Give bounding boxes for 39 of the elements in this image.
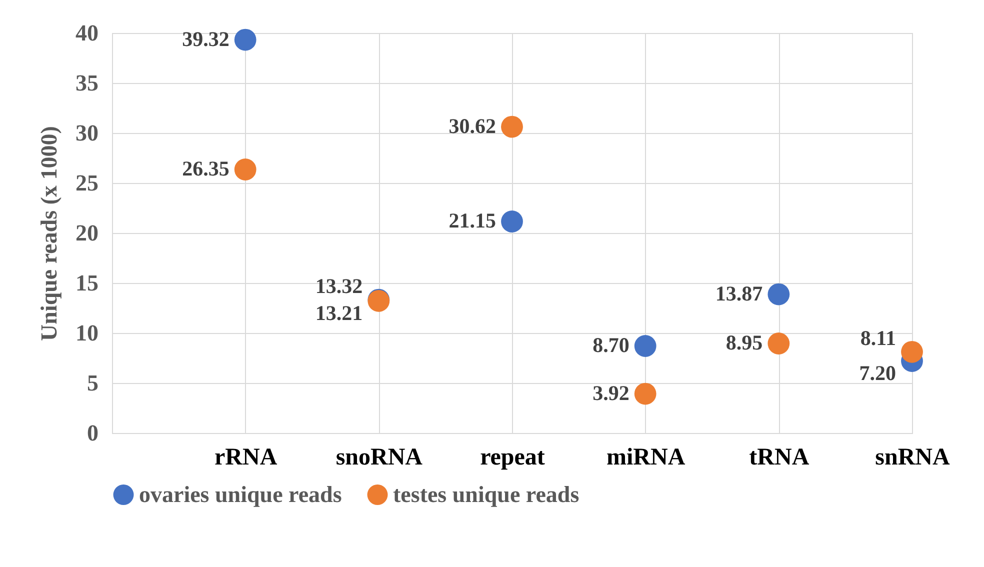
data-label: 30.62 — [448, 114, 496, 138]
x-tick-label: rRNA — [214, 444, 278, 470]
data-label: 3.92 — [592, 380, 630, 405]
data-label: 7.20 — [859, 361, 896, 385]
data-label: 39.32 — [182, 26, 230, 51]
legend-label: testes unique reads — [393, 482, 580, 507]
point — [234, 158, 256, 180]
point — [634, 335, 656, 357]
y-tick-label: 5 — [87, 370, 98, 396]
data-label: 8.11 — [860, 326, 896, 350]
point — [234, 28, 256, 51]
x-tick-label: snRNA — [875, 444, 951, 470]
point — [768, 283, 790, 306]
y-tick-label: 15 — [76, 270, 98, 296]
y-tick-label: 0 — [87, 420, 98, 446]
y-tick-label: 35 — [76, 70, 98, 96]
data-label: 21.15 — [448, 208, 496, 232]
data-label: 26.35 — [182, 156, 230, 180]
x-tick-label: tRNA — [749, 444, 810, 470]
x-tick-label: repeat — [480, 444, 545, 470]
y-tick-label: 10 — [76, 320, 98, 346]
point — [501, 210, 523, 232]
y-tick-label: 20 — [76, 220, 98, 246]
y-tick-label: 25 — [76, 170, 98, 196]
x-tick-label: miRNA — [606, 444, 686, 470]
data-label: 13.32 — [315, 274, 363, 298]
data-label: 8.70 — [592, 333, 630, 357]
y-axis-title: Unique reads (x 1000) — [36, 126, 62, 341]
y-tick-label: 30 — [76, 120, 98, 146]
point — [634, 382, 656, 405]
point — [901, 340, 923, 363]
legend-label: ovaries unique reads — [139, 482, 342, 507]
data-label: 13.21 — [315, 300, 363, 325]
data-label: 8.95 — [726, 330, 763, 354]
point — [768, 332, 790, 354]
y-tick-label: 40 — [76, 20, 98, 46]
x-tick-label: snoRNA — [336, 444, 424, 470]
data-label: 13.87 — [715, 281, 763, 306]
point — [501, 116, 523, 138]
